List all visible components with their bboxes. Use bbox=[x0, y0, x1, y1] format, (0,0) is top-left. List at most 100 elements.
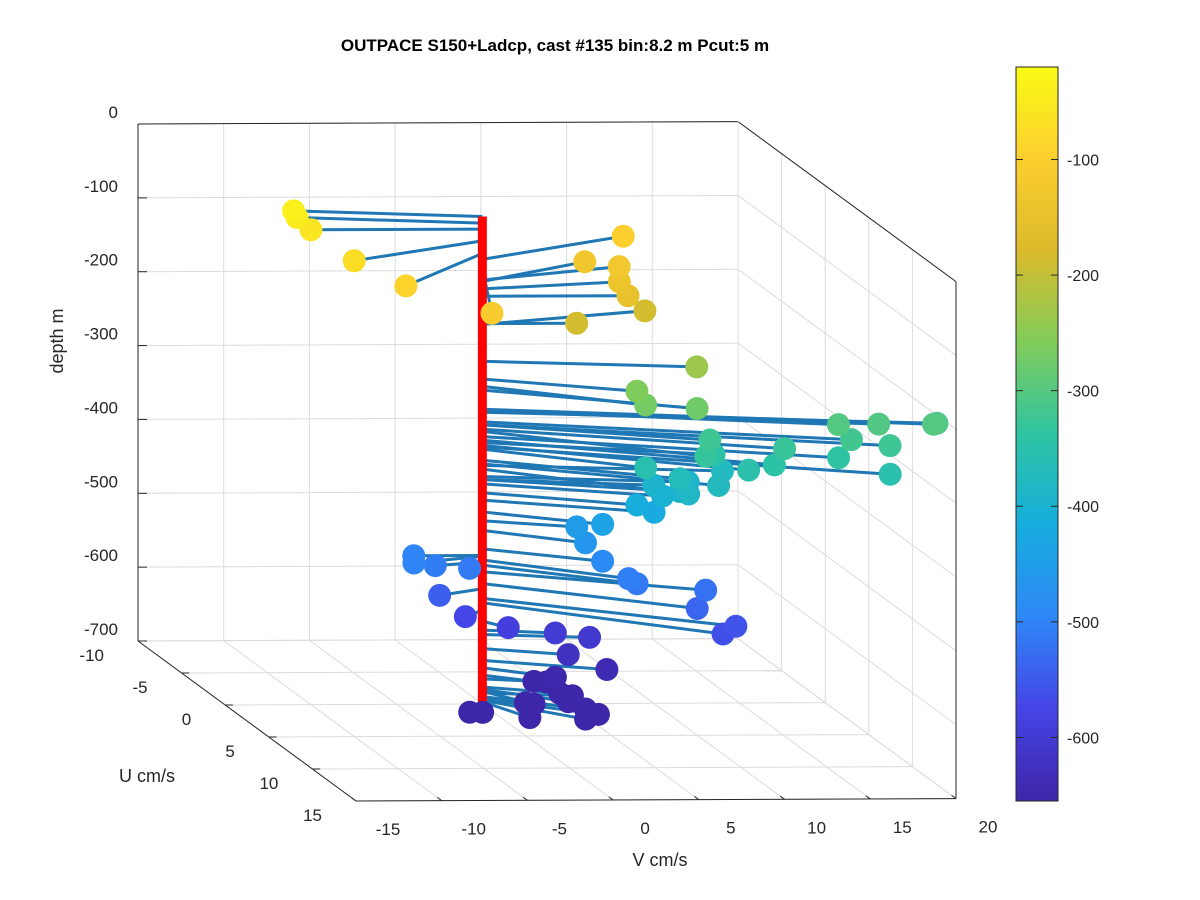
velocity-stem bbox=[482, 280, 620, 291]
data-point bbox=[342, 249, 366, 273]
box-edge-top-right bbox=[737, 121, 957, 283]
velocity-stem bbox=[482, 491, 638, 507]
data-point bbox=[480, 301, 504, 325]
velocity-stem bbox=[297, 215, 483, 225]
data-point bbox=[685, 596, 709, 620]
velocity-stem bbox=[482, 601, 724, 636]
z-tick-label: -100 bbox=[84, 177, 118, 196]
data-point bbox=[556, 643, 580, 667]
data-point bbox=[867, 412, 891, 436]
grid-line-v-floor bbox=[394, 639, 614, 801]
data-stems bbox=[293, 209, 937, 721]
grid-line-z-back bbox=[137, 638, 739, 642]
velocity-stem bbox=[353, 239, 483, 263]
data-point bbox=[685, 397, 709, 421]
v-tick-label: 10 bbox=[807, 818, 826, 837]
data-point bbox=[402, 544, 426, 568]
tick-labels: 0-100-200-300-400-500-600-700-10-5051015… bbox=[79, 103, 997, 839]
velocity-stem bbox=[482, 407, 934, 426]
v-tick-label: 15 bbox=[893, 818, 912, 837]
velocity-stem bbox=[482, 423, 710, 442]
grid-line-z-right bbox=[737, 490, 957, 652]
data-point bbox=[685, 355, 709, 379]
velocity-stem bbox=[482, 633, 590, 639]
velocity-stem bbox=[482, 429, 706, 458]
data-point bbox=[607, 255, 631, 279]
z-tick-label: 0 bbox=[109, 103, 118, 122]
velocity-stem bbox=[482, 294, 629, 298]
grid-line-z-back bbox=[137, 490, 739, 494]
colorbar-tick-label: -500 bbox=[1067, 615, 1099, 632]
colorbar-tick-label: -600 bbox=[1067, 730, 1099, 747]
data-point bbox=[595, 658, 619, 682]
data-point bbox=[878, 434, 902, 458]
velocity-stem bbox=[482, 420, 852, 442]
velocity-stem bbox=[482, 563, 638, 586]
u-tick-label: -10 bbox=[79, 646, 104, 665]
u-axis-line bbox=[137, 640, 357, 802]
u-tick-label: 15 bbox=[303, 806, 322, 825]
velocity-stem bbox=[482, 570, 706, 592]
data-point bbox=[878, 462, 902, 486]
grid-line-z-right bbox=[737, 638, 957, 800]
grid-line-v-floor bbox=[223, 640, 443, 802]
data-point bbox=[458, 556, 482, 580]
colorbar: -100 -200 -300 -400 -500 -600 bbox=[1015, 66, 1099, 802]
velocity-stem bbox=[482, 477, 654, 487]
data-point bbox=[522, 692, 546, 716]
v-tick-label: -15 bbox=[376, 820, 401, 839]
velocity-stem bbox=[482, 519, 577, 529]
data-point bbox=[496, 616, 520, 640]
colorbar-gradient bbox=[1015, 66, 1059, 802]
v-tick-label: 20 bbox=[979, 818, 998, 837]
data-point bbox=[578, 625, 602, 649]
v-tick-mark bbox=[522, 796, 528, 801]
data-point bbox=[737, 458, 761, 482]
data-point bbox=[423, 554, 447, 578]
data-point bbox=[773, 437, 797, 461]
grid-line-z-back bbox=[137, 268, 739, 273]
velocity-stem bbox=[482, 447, 646, 470]
u-tick-label: 5 bbox=[225, 742, 234, 761]
z-tick-label: -200 bbox=[84, 251, 118, 270]
velocity-stem bbox=[482, 658, 607, 672]
u-tick-label: -5 bbox=[132, 678, 147, 697]
data-point bbox=[633, 299, 657, 323]
velocity-stem bbox=[482, 234, 624, 261]
data-point bbox=[625, 379, 649, 403]
v-tick-mark bbox=[351, 797, 357, 802]
data-point bbox=[827, 446, 851, 470]
z-tick-label: -500 bbox=[84, 472, 118, 491]
grid-line-z-back bbox=[137, 342, 739, 347]
data-point bbox=[625, 493, 649, 517]
data-point bbox=[611, 224, 635, 248]
velocity-stem bbox=[482, 558, 629, 581]
v-tick-mark bbox=[694, 796, 700, 801]
grid-line-u-floor bbox=[268, 734, 869, 738]
chart-title: OUTPACE S150+Ladcp, cast #135 bin:8.2 m … bbox=[341, 36, 769, 55]
colorbar-tick-label: -100 bbox=[1067, 152, 1099, 169]
z-tick-label: -400 bbox=[84, 398, 118, 417]
velocity-stem bbox=[482, 547, 603, 563]
u-tick-label: 0 bbox=[182, 710, 191, 729]
colorbar-tick-label: -200 bbox=[1067, 268, 1099, 285]
data-point bbox=[642, 473, 666, 497]
z-tick-label: -300 bbox=[84, 325, 118, 344]
box-edge-top-back bbox=[137, 121, 739, 125]
grid-line-v-floor bbox=[309, 639, 528, 801]
data-point bbox=[428, 583, 452, 607]
velocity-stem bbox=[482, 498, 655, 514]
v-tick-label: 5 bbox=[726, 819, 735, 838]
z-tick-label: -700 bbox=[84, 620, 118, 639]
data-point bbox=[543, 665, 567, 689]
v-tick-label: -10 bbox=[461, 820, 486, 839]
data-markers bbox=[282, 199, 949, 731]
v-tick-label: 0 bbox=[640, 819, 649, 838]
data-point bbox=[282, 199, 306, 223]
grid-line-z-right bbox=[737, 564, 957, 726]
data-point bbox=[617, 567, 641, 591]
grid-line-z-right bbox=[737, 195, 957, 356]
z-axis-label: depth m bbox=[47, 308, 67, 373]
v-tick-mark bbox=[437, 797, 443, 802]
y-axis-label: U cm/s bbox=[119, 766, 175, 786]
